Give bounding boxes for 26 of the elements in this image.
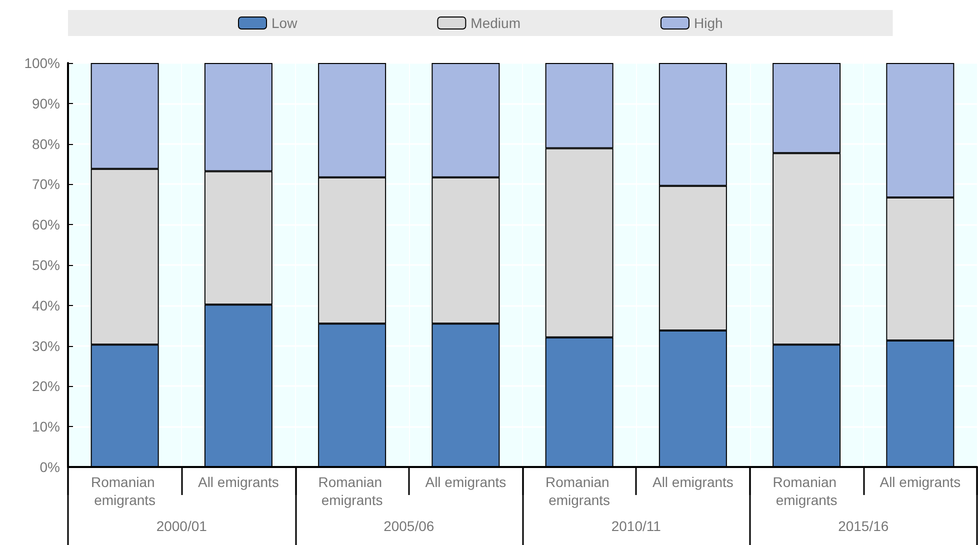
x-tick-label: Romanian emigrants xyxy=(545,474,614,508)
text: 2005/06 xyxy=(384,518,434,534)
y-tick-label: 90% xyxy=(32,95,60,112)
y-tick-label: 0% xyxy=(40,459,60,475)
y-tick-label: 10% xyxy=(32,418,60,435)
legend-label: High xyxy=(694,15,723,31)
text: 2010/11 xyxy=(611,518,662,534)
legend-label: Low xyxy=(272,15,298,31)
x-tick-label: All emigrants xyxy=(652,474,734,490)
x-tick-label: Romanian emigrants xyxy=(772,474,840,508)
legend-label: Medium xyxy=(470,15,520,31)
x-tick-label: All emigrants xyxy=(198,474,279,490)
y-tick-label: 40% xyxy=(32,297,60,314)
text: 2015/16 xyxy=(838,518,889,534)
y-tick-label: 60% xyxy=(32,216,60,233)
x-tick-label: Romanian emigrants xyxy=(90,474,159,508)
y-tick-label: 50% xyxy=(32,257,60,273)
y-tick-label: 30% xyxy=(32,338,60,354)
y-tick-label: 20% xyxy=(32,378,60,394)
x-tick-label: Romanian emigrants xyxy=(318,474,386,508)
x-tick-label: All emigrants xyxy=(425,474,506,490)
y-tick-label: 100% xyxy=(24,55,60,71)
x-tick-label: All emigrants xyxy=(880,474,961,490)
text: 2000/01 xyxy=(156,518,208,534)
y-tick-label: 80% xyxy=(32,136,60,152)
y-tick-label: 70% xyxy=(32,176,60,192)
